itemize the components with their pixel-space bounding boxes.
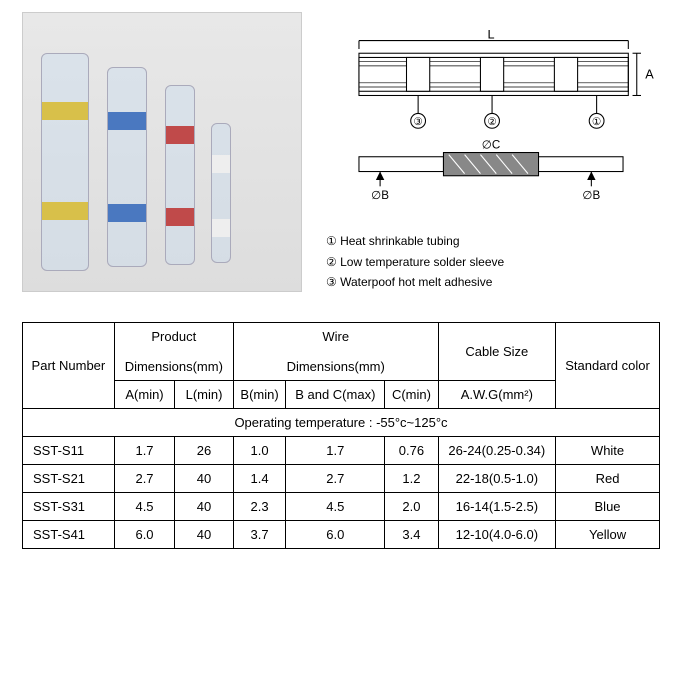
label-L: L [487,30,494,41]
cell-color: Red [556,465,660,493]
h-bcmax: B and C(max) [286,381,385,409]
cell-l: 40 [175,465,234,493]
cell-l: 40 [175,521,234,549]
connector-tube [41,53,89,271]
cell-bc: 2.7 [286,465,385,493]
h-partnum: Part Number [23,323,115,409]
connector-tube [165,85,195,265]
table-row: SST-S31 4.5 40 2.3 4.5 2.0 16-14(1.5-2.5… [23,493,660,521]
legend-item-3: ③ Waterpoof hot melt adhesive [326,272,660,292]
svg-text:①: ① [592,116,602,128]
h-proddim: ProductDimensions(mm) [114,323,233,381]
connector-tube [211,123,231,263]
cell-pn: SST-S31 [23,493,115,521]
h-amin: A(min) [114,381,174,409]
cell-bc: 6.0 [286,521,385,549]
cell-color: Yellow [556,521,660,549]
table-row: SST-S41 6.0 40 3.7 6.0 3.4 12-10(4.0-6.0… [23,521,660,549]
label-phiB-left: ∅B [371,189,389,202]
legend-item-2: ② Low temperature solder sleeve [326,252,660,272]
cell-pn: SST-S11 [23,437,115,465]
product-photo [22,12,302,292]
cell-color: Blue [556,493,660,521]
spec-table: Part Number ProductDimensions(mm) WireDi… [22,322,660,549]
svg-text:②: ② [487,116,497,128]
cell-bc: 4.5 [286,493,385,521]
connector-tube [107,67,147,267]
cell-cable: 12-10(4.0-6.0) [438,521,555,549]
cell-a: 4.5 [114,493,174,521]
h-awg: A.W.G(mm²) [438,381,555,409]
cross-section-diagram: L A [322,30,660,220]
cell-a: 2.7 [114,465,174,493]
svg-text:③: ③ [413,116,423,128]
table-row: SST-S11 1.7 26 1.0 1.7 0.76 26-24(0.25-0… [23,437,660,465]
cell-l: 40 [175,493,234,521]
cell-c: 1.2 [385,465,438,493]
h-wiredim: WireDimensions(mm) [233,323,438,381]
cell-b: 1.0 [233,437,285,465]
cell-l: 26 [175,437,234,465]
h-cmin: C(min) [385,381,438,409]
diagram-area: L A [322,12,660,292]
cell-bc: 1.7 [286,437,385,465]
h-lmin: L(min) [175,381,234,409]
h-bmin: B(min) [233,381,285,409]
cell-cable: 26-24(0.25-0.34) [438,437,555,465]
cell-pn: SST-S21 [23,465,115,493]
table-row: SST-S21 2.7 40 1.4 2.7 1.2 22-18(0.5-1.0… [23,465,660,493]
h-cable: Cable Size [438,323,555,381]
cell-b: 1.4 [233,465,285,493]
cell-pn: SST-S41 [23,521,115,549]
cell-b: 2.3 [233,493,285,521]
cell-c: 3.4 [385,521,438,549]
cell-cable: 22-18(0.5-1.0) [438,465,555,493]
diagram-legend: ① Heat shrinkable tubing ② Low temperatu… [322,231,660,292]
cell-c: 2.0 [385,493,438,521]
cell-cable: 16-14(1.5-2.5) [438,493,555,521]
cell-color: White [556,437,660,465]
cell-b: 3.7 [233,521,285,549]
label-A: A [645,68,654,82]
label-phiB-right: ∅B [582,189,600,202]
label-phiC: ∅C [482,138,501,151]
cell-a: 6.0 [114,521,174,549]
h-color: Standard color [556,323,660,409]
cell-c: 0.76 [385,437,438,465]
legend-item-1: ① Heat shrinkable tubing [326,231,660,251]
cell-a: 1.7 [114,437,174,465]
operating-temp: Operating temperature : -55°c~125°c [23,409,660,437]
